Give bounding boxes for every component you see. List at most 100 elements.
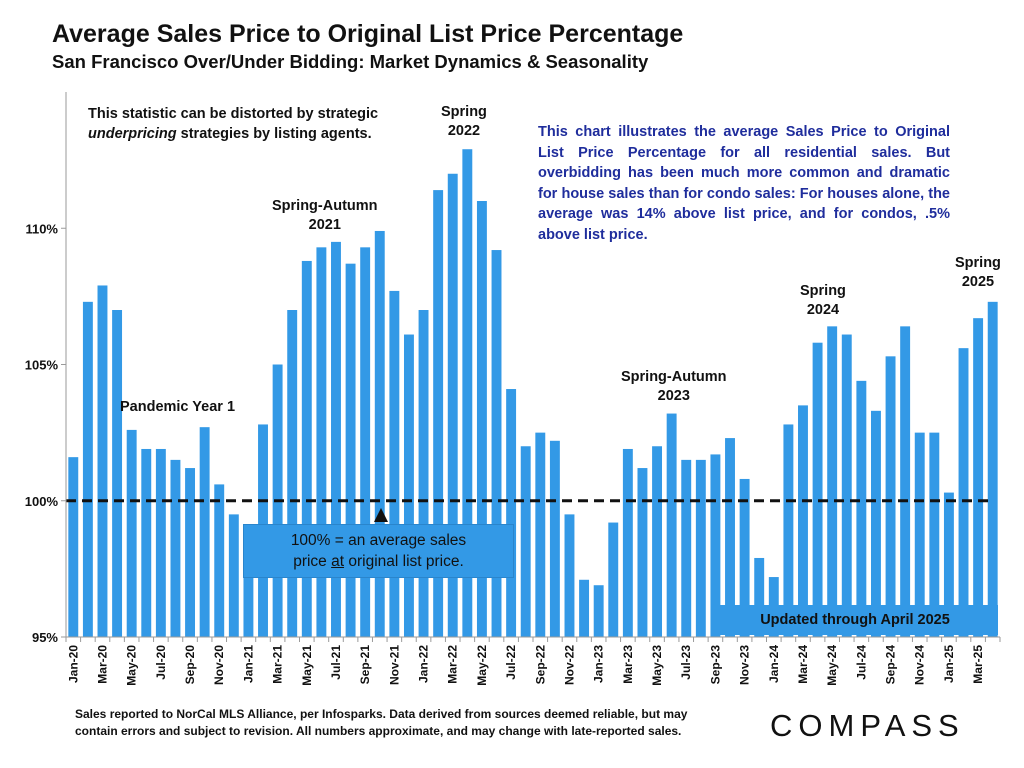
x-tick-label: Mar-23 [621, 645, 635, 684]
compass-logo: COMPASS [770, 708, 965, 743]
y-tick-label: 110% [25, 221, 58, 236]
y-tick-label: 100% [25, 494, 59, 509]
bar-Mar-22 [447, 173, 458, 637]
x-tick-label: Mar-21 [271, 645, 285, 684]
footnote-line1: Sales reported to NorCal MLS Alliance, p… [75, 707, 688, 721]
x-tick-label: May-20 [125, 645, 139, 686]
x-tick-label: Jan-23 [592, 645, 606, 683]
x-tick-label: Sep-20 [183, 645, 197, 685]
annotation-spring-autumn-2021: Spring-Autumn 2021 [272, 197, 378, 235]
bar-Apr-24 [812, 342, 823, 637]
distortion-note-emphasis: underpricing [88, 126, 177, 142]
x-tick-label: Sep-21 [358, 645, 372, 685]
bar-Nov-20 [214, 484, 225, 637]
bar-Dec-24 [929, 432, 940, 638]
chart-title: Average Sales Price to Original List Pri… [52, 20, 684, 48]
bar-May-22 [476, 201, 487, 637]
x-tick-label: Mar-24 [796, 645, 810, 684]
chart-subtitle: San Francisco Over/Under Bidding: Market… [52, 51, 649, 72]
annotation-line: 2024 [806, 302, 840, 318]
x-tick-label: Nov-21 [387, 645, 401, 685]
bar-Nov-22 [564, 514, 575, 638]
x-tick-label: Nov-24 [913, 645, 927, 685]
distortion-note: This statistic can be distorted by strat… [88, 104, 378, 144]
bar-Oct-21 [374, 230, 385, 637]
bar-Jan-25 [943, 492, 954, 637]
bar-Nov-24 [914, 432, 925, 638]
bar-Dec-22 [579, 579, 590, 637]
bar-May-20 [126, 429, 137, 637]
source-footnote: Sales reported to NorCal MLS Alliance, p… [75, 706, 735, 740]
annotation-line: Spring-Autumn [621, 369, 727, 385]
x-tick-label: Jul-21 [329, 645, 343, 680]
x-tick-label: Jul-22 [504, 645, 518, 680]
bar-Aug-24 [870, 410, 881, 637]
annotation-line: 2023 [657, 388, 690, 404]
bar-Mar-24 [798, 405, 808, 638]
x-tick-label: Jul-20 [154, 645, 168, 680]
footnote-line2: contain errors and subject to revision. … [75, 724, 682, 738]
x-tick-label: Nov-22 [562, 645, 576, 685]
x-tick-label: Mar-25 [971, 645, 985, 684]
annotation-line: Spring [441, 104, 487, 120]
bar-Mar-20 [97, 285, 108, 637]
bar-Jan-21 [243, 525, 254, 637]
bar-Aug-23 [695, 459, 706, 638]
bar-Oct-24 [900, 326, 911, 637]
bar-Oct-20 [199, 427, 210, 637]
x-tick-label: May-21 [300, 645, 314, 686]
bar-Aug-21 [345, 263, 356, 637]
x-tick-label: Jul-24 [854, 645, 868, 680]
bar-Oct-23 [725, 438, 735, 637]
x-tick-label: May-22 [475, 645, 489, 686]
x-tick-label: Nov-23 [738, 645, 752, 685]
bar-Dec-23 [754, 557, 765, 637]
bar-Nov-23 [739, 478, 750, 637]
distortion-note-line2: strategies by listing agents. [180, 126, 372, 142]
annotation-spring-autumn-2023: Spring-Autumn 2023 [621, 368, 727, 406]
bar-Jul-20 [155, 448, 166, 637]
reference-arrow-icon [374, 508, 388, 522]
annotation-line: 2022 [447, 123, 481, 139]
bar-Oct-22 [549, 440, 560, 637]
distortion-note-line1: This statistic can be distorted by strat… [88, 106, 379, 122]
annotation-line: Spring [955, 255, 1001, 271]
bar-Dec-21 [403, 334, 414, 637]
bar-Sep-23 [710, 454, 721, 637]
y-tick-label: 105% [25, 358, 59, 373]
updated-through-box: Updated through April 2025 [712, 605, 998, 635]
annotation-spring-2024: Spring 2024 [800, 282, 846, 320]
bar-Jun-23 [666, 413, 677, 637]
bar-Apr-25 [987, 301, 998, 637]
x-tick-label: Mar-22 [446, 645, 460, 684]
bar-Aug-22 [520, 446, 531, 637]
annotation-spring-2025: Spring 2025 [955, 254, 1001, 292]
chart-explainer-note: This chart illustrates the average Sales… [538, 122, 950, 245]
bar-Jun-21 [316, 247, 327, 637]
bar-Jul-22 [506, 389, 517, 637]
annotation-line: 2025 [961, 274, 995, 290]
bar-Sep-24 [885, 356, 896, 637]
bar-Mar-23 [622, 448, 633, 637]
annotation-pandemic: Pandemic Year 1 [120, 399, 236, 415]
reference-explainer-box: 100% = an average sales price at origina… [243, 524, 514, 578]
bar-Dec-20 [228, 514, 239, 638]
y-tick-label: 95% [32, 630, 58, 645]
bar-Aug-20 [170, 459, 181, 638]
bar-Apr-20 [112, 310, 123, 637]
bar-Jul-23 [681, 459, 692, 638]
reference-box-line2-pre: price [293, 553, 332, 570]
bar-Sep-22 [535, 432, 546, 638]
bar-Feb-23 [608, 522, 619, 637]
bar-Feb-22 [433, 190, 444, 637]
x-tick-label: Jan-22 [417, 645, 431, 683]
x-tick-label: Sep-23 [708, 645, 722, 685]
bar-Feb-25 [958, 348, 969, 637]
annotation-line: Spring-Autumn [272, 198, 378, 214]
annotation-spring-2022: Spring 2022 [441, 103, 487, 141]
bar-Jun-20 [141, 448, 152, 637]
bar-May-23 [652, 446, 663, 637]
x-tick-label: Jan-21 [241, 645, 255, 683]
bar-Apr-22 [462, 149, 473, 637]
